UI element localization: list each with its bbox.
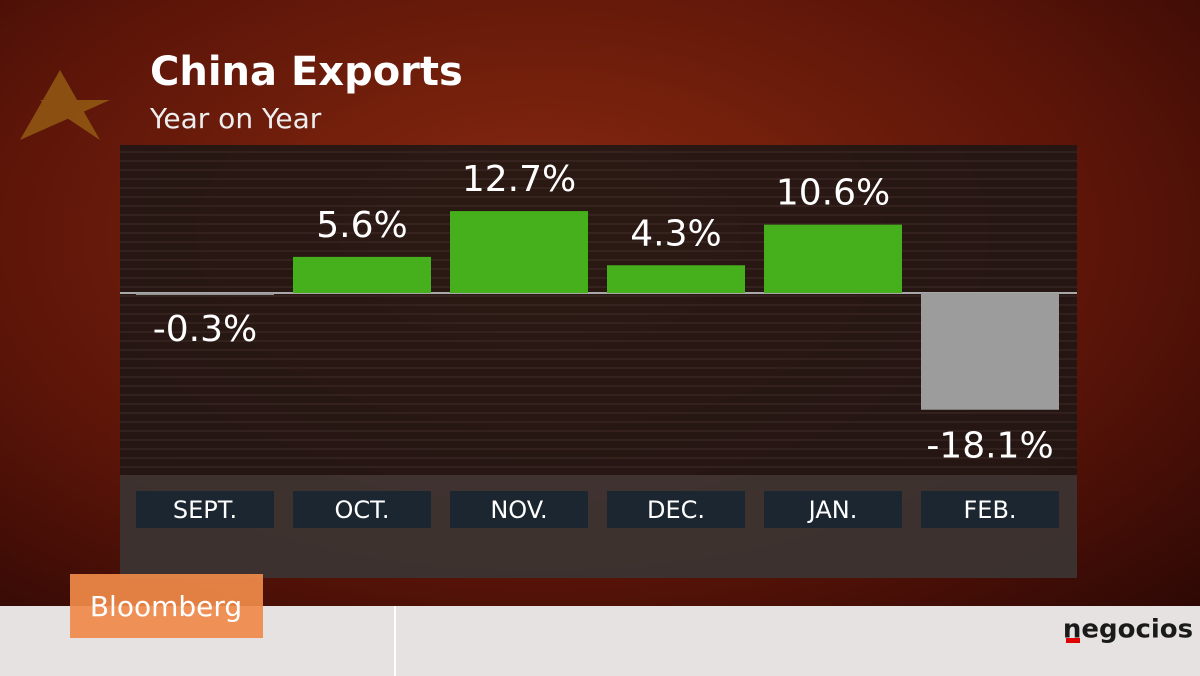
x-tick-label: JAN. <box>807 496 858 524</box>
category-box <box>921 491 1059 528</box>
bar <box>450 211 588 293</box>
bar <box>293 256 431 293</box>
category-box <box>136 491 274 528</box>
x-tick-label: FEB. <box>963 496 1016 524</box>
bar <box>921 293 1059 410</box>
plot-panel <box>120 145 1077 475</box>
bar <box>607 265 745 293</box>
value-label: 4.3% <box>630 213 721 254</box>
label-panel <box>120 475 1077 578</box>
site-logo-accent <box>1066 638 1080 643</box>
x-tick-label: OCT. <box>334 496 389 524</box>
x-tick-label: NOV. <box>490 496 547 524</box>
bar <box>764 224 902 293</box>
chart-title: China Exports <box>150 49 463 95</box>
flag-star <box>20 70 110 140</box>
category-box <box>764 491 902 528</box>
site-logo: negocios <box>1063 615 1193 645</box>
broadcaster-logo: Bloomberg <box>90 590 242 623</box>
chart-subtitle: Year on Year <box>149 102 322 135</box>
value-label: 12.7% <box>462 159 576 200</box>
value-label: -18.1% <box>926 426 1053 467</box>
bar <box>136 293 274 295</box>
x-tick-label: DEC. <box>647 496 705 524</box>
value-label: -0.3% <box>153 309 257 350</box>
broadcaster-logo-box <box>70 574 263 638</box>
category-box <box>293 491 431 528</box>
value-label: 10.6% <box>776 173 890 214</box>
category-box <box>450 491 588 528</box>
x-tick-label: SEPT. <box>173 496 237 524</box>
category-box <box>607 491 745 528</box>
value-label: 5.6% <box>316 205 407 246</box>
